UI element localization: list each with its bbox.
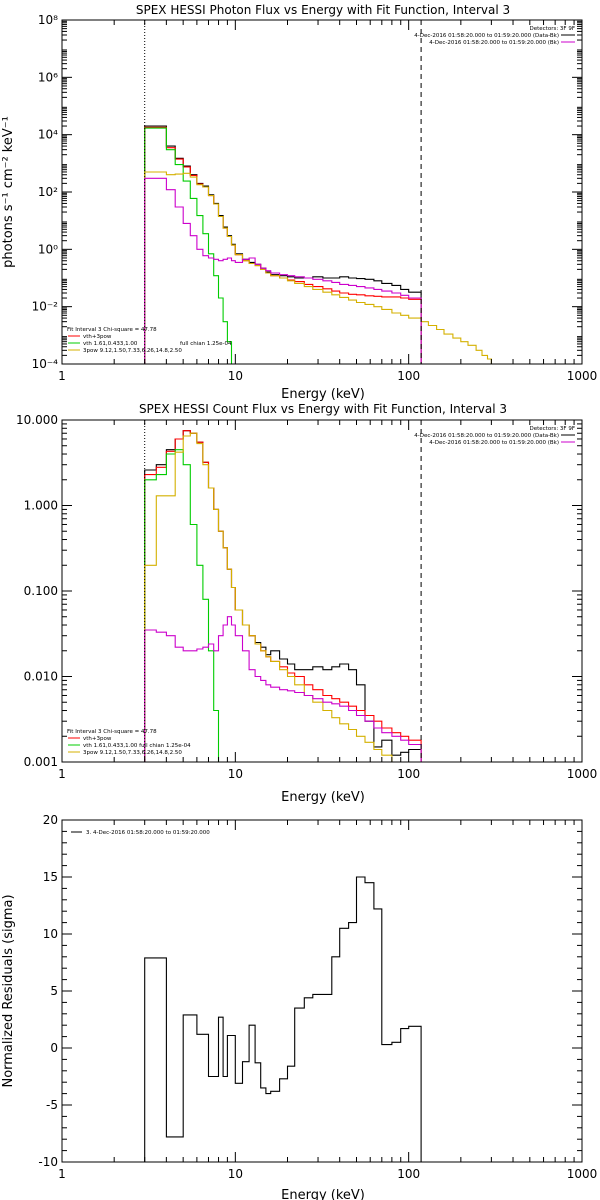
legend-fit-2: Fit Interval 3 Chi-square = 47.78 vth+3p… (67, 729, 191, 756)
y-axis-label-1: photons s⁻¹ cm⁻² keV⁻¹ (1, 116, 16, 268)
x-tick-label-2: 1000 (567, 767, 598, 781)
y-tick-label-2: 0.100 (24, 584, 58, 598)
residuals-panel: Energy (keV) Normalized Residuals (sigma… (1, 813, 597, 1200)
y-tick-label-3: 15 (43, 870, 58, 884)
y-tick-label-3: 10 (43, 927, 58, 941)
y-tick-label-1: 10⁰ (38, 242, 58, 256)
legend-fit-3pow-1: 3pow 9.12,1.50,7.33,6.26,14.8,2.50 (83, 348, 182, 354)
series-group-2 (144, 420, 422, 762)
series-1-5 (144, 177, 422, 364)
plot-area-3 (144, 876, 422, 1162)
y-tick-label-1: 10⁻² (32, 300, 59, 314)
legend-fit-note-1: full chian 1.25e-04 (180, 341, 232, 347)
legend-data-bk-2: 4-Dec-2016 01:58:20.000 to 01:59:20.000 … (414, 433, 559, 439)
y-tick-label-3: 0 (50, 1041, 58, 1055)
photon-flux-title: SPEX HESSI Photon Flux vs Energy with Fi… (136, 3, 510, 17)
series-group-3 (144, 876, 422, 1162)
legend-fit-vth-2: vth 1.61,0.433,1.00 full chian 1.25e-04 (83, 743, 191, 749)
legend-fit-total-2: vth+3pow (83, 736, 112, 742)
x-tick-label-1: 1 (58, 369, 66, 383)
y-tick-label-1: 10⁸ (38, 13, 58, 27)
legend-fit-vth-1: vth 1.61,0.433,1.00 (83, 341, 138, 347)
x-axis-label-2: Energy (keV) (281, 790, 365, 805)
legend-bk-2: 4-Dec-2016 01:58:20.000 to 01:59:20.000 … (429, 440, 559, 446)
y-tick-label-3: 20 (43, 813, 58, 827)
legend-fit-interval-2: Fit Interval 3 Chi-square = 47.78 (67, 729, 157, 735)
series-1-3 (144, 127, 236, 364)
x-tick-label-1: 1000 (567, 369, 598, 383)
y-tick-label-1: 10⁴ (38, 128, 58, 142)
x-tick-label-3: 1000 (567, 1167, 598, 1181)
series-2-5 (144, 616, 422, 762)
legend-detectors-1: Detectors: 3F 9F (529, 26, 575, 32)
y-tick-label-3: 5 (50, 984, 58, 998)
x-tick-label-3: 100 (397, 1167, 420, 1181)
x-tick-label-2: 100 (397, 767, 420, 781)
series-3-1 (144, 876, 422, 1162)
series-2-4 (144, 432, 401, 762)
legend-detectors-2: Detectors: 3F 9F (529, 426, 575, 432)
y-tick-label-3: -10 (38, 1155, 58, 1169)
legend-topright-2: Detectors: 3F 9F 4-Dec-2016 01:58:20.000… (414, 426, 575, 446)
plot-area-2 (144, 420, 422, 762)
series-2-3 (144, 449, 224, 762)
y-tick-label-1: 10⁶ (38, 70, 58, 84)
legend-fit-3pow-2: 3pow 9.12,1.50,7.33,6.26,14.8,2.50 (83, 750, 182, 756)
legend-data-bk-1: 4-Dec-2016 01:58:20.000 to 01:59:20.000 … (414, 33, 559, 39)
plot-area-1 (144, 20, 492, 364)
y-tick-label-1: 10⁻⁴ (32, 357, 59, 371)
legend-topright-1: Detectors: 3F 9F 4-Dec-2016 01:58:20.000… (414, 26, 575, 46)
legend-bk-1: 4-Dec-2016 01:58:20.000 to 01:59:20.000 … (429, 40, 559, 46)
count-flux-title: SPEX HESSI Count Flux vs Energy with Fit… (139, 402, 507, 416)
y-tick-label-1: 10² (38, 185, 58, 199)
residual-legend-text: 3. 4-Dec-2016 01:58:20.000 to 01:59:20.0… (86, 830, 210, 836)
x-tick-label-3: 10 (228, 1167, 243, 1181)
x-axis-label-3: Energy (keV) (281, 1188, 365, 1200)
y-tick-label-2: 0.001 (24, 755, 58, 769)
y-tick-label-2: 0.010 (24, 670, 58, 684)
x-axis-label-1: Energy (keV) (281, 387, 365, 402)
legend-fit-total-1: vth+3pow (83, 334, 112, 340)
y-tick-label-3: -5 (46, 1098, 58, 1112)
series-group-1 (144, 20, 492, 364)
x-tick-label-3: 1 (58, 1167, 66, 1181)
y-tick-label-2: 1.000 (24, 499, 58, 513)
y-axis-label-3: Normalized Residuals (sigma) (1, 894, 16, 1087)
legend-fit-1: Fit Interval 3 Chi-square = 47.78 vth+3p… (67, 327, 232, 354)
series-1-4 (144, 171, 492, 364)
x-tick-label-1: 100 (397, 369, 420, 383)
photon-flux-panel: SPEX HESSI Photon Flux vs Energy with Fi… (1, 3, 597, 402)
x-tick-label-1: 10 (228, 369, 243, 383)
y-tick-label-2: 10.000 (16, 413, 58, 427)
x-tick-label-2: 10 (228, 767, 243, 781)
x-tick-label-2: 1 (58, 767, 66, 781)
legend-fit-interval-1: Fit Interval 3 Chi-square = 47.78 (67, 327, 157, 333)
count-flux-panel: SPEX HESSI Count Flux vs Energy with Fit… (16, 402, 597, 805)
